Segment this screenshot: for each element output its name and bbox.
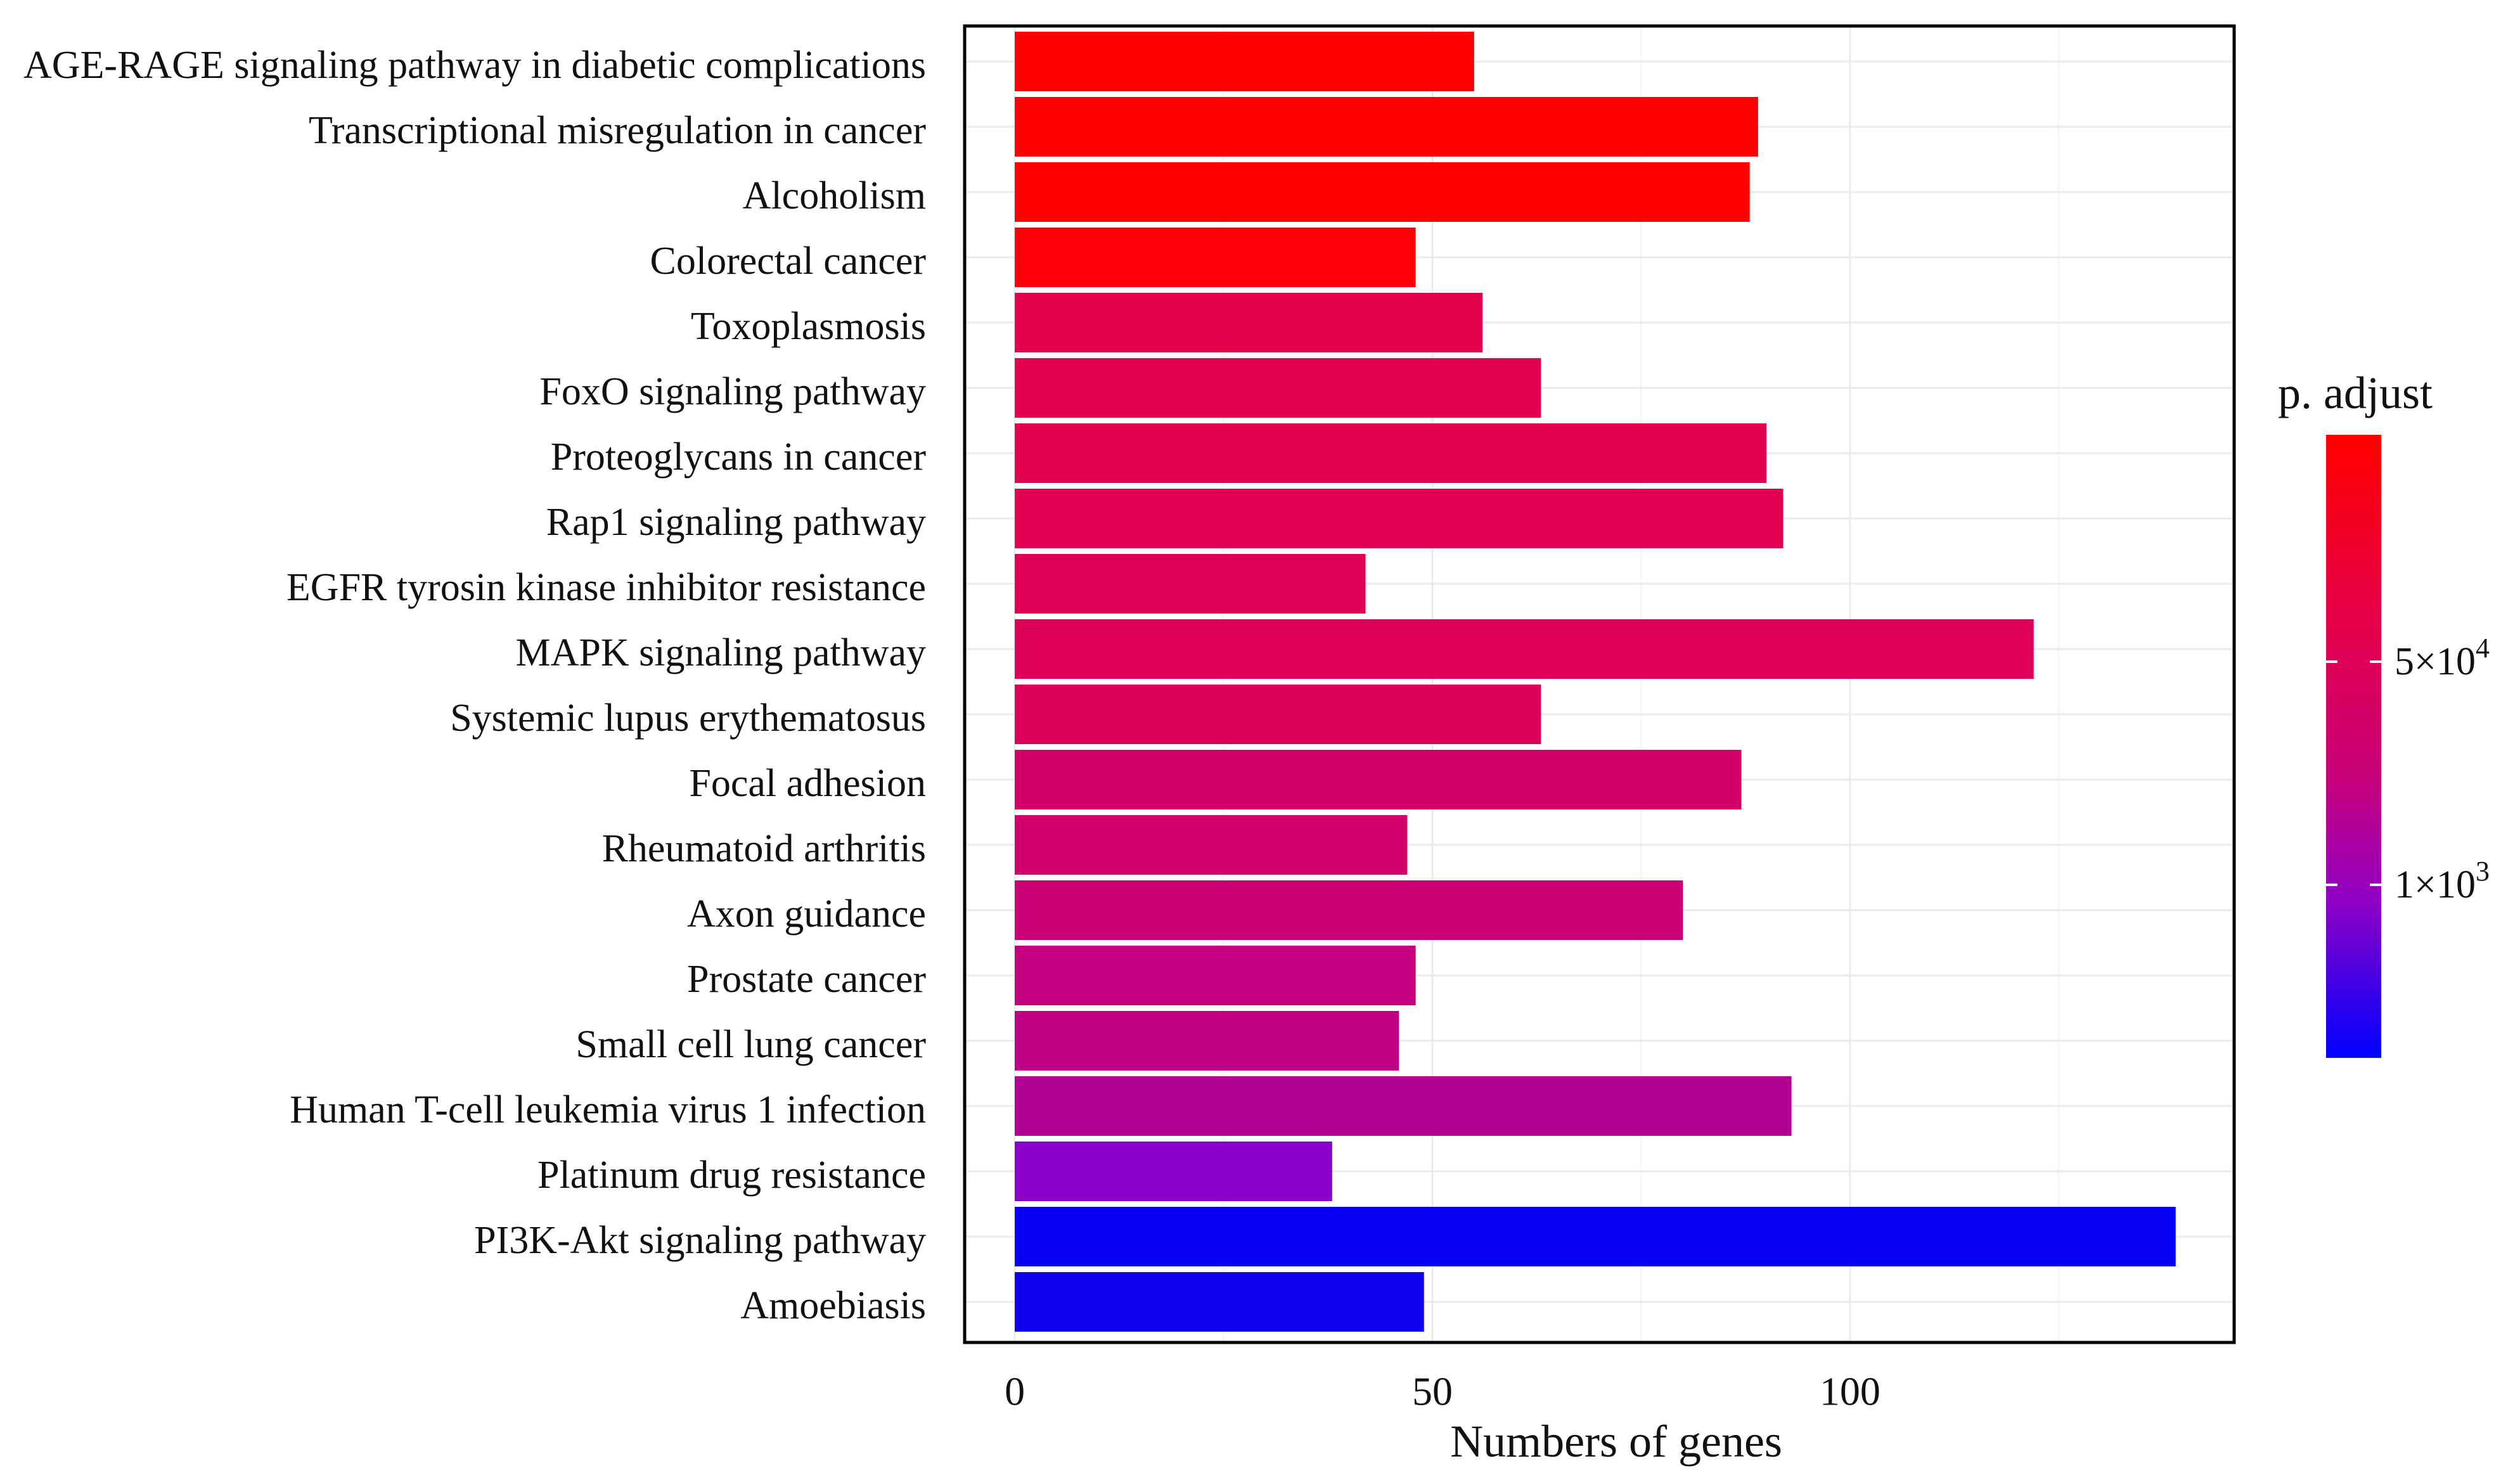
legend-title: p. adjust [2278,368,2433,418]
y-tick-label-pi3k-akt-signaling-pathway: PI3K-Akt signaling pathway [474,1219,926,1262]
bar-pi3k-akt-signaling-pathway [1015,1207,2176,1266]
bar-rheumatoid-arthritis [1015,815,1408,875]
bar-prostate-cancer [1015,946,1416,1005]
x-tick-label: 100 [1820,1369,1880,1414]
y-tick-label-systemic-lupus-erythematosus: Systemic lupus erythematosus [450,697,926,740]
bar-foxo-signaling-pathway [1015,358,1541,418]
bar-axon-guidance [1015,880,1683,940]
y-tick-label-alcoholism: Alcoholism [743,174,926,217]
y-tick-label-human-t-cell-leukemia-virus-1-infection: Human T-cell leukemia virus 1 infection [290,1088,926,1131]
bar-proteoglycans-in-cancer [1015,423,1767,483]
bar-rap1-signaling-pathway [1015,489,1784,548]
x-tick-label: 0 [1005,1369,1025,1414]
legend-tick-base: 5×10 [2395,640,2476,683]
y-tick-label-colorectal-cancer: Colorectal cancer [650,240,927,283]
y-tick-label-age-rage-signaling-pathway-in-diabetic-complications: AGE-RAGE signaling pathway in diabetic c… [23,44,926,87]
y-tick-label-platinum-drug-resistance: Platinum drug resistance [537,1154,926,1197]
y-tick-label-rheumatoid-arthritis: Rheumatoid arthritis [602,827,926,870]
y-tick-label-prostate-cancer: Prostate cancer [687,958,926,1001]
y-tick-label-egfr-tyrosin-kinase-inhibitor-resistance: EGFR tyrosin kinase inhibitor resistance [286,566,926,609]
bar-mapk-signaling-pathway [1015,619,2034,679]
legend-colorbar [2326,435,2381,1058]
y-tick-label-axon-guidance: Axon guidance [687,892,926,936]
bar-amoebiasis [1015,1272,1424,1332]
bar-egfr-tyrosin-kinase-inhibitor-resistance [1015,554,1366,614]
y-axis-labels: AGE-RAGE signaling pathway in diabetic c… [23,44,926,1327]
bar-focal-adhesion [1015,750,1742,809]
bar-small-cell-lung-cancer [1015,1011,1399,1071]
y-tick-label-foxo-signaling-pathway: FoxO signaling pathway [539,370,926,413]
legend-tick-base: 1×10 [2395,863,2476,906]
bar-toxoplasmosis [1015,293,1483,352]
y-tick-label-small-cell-lung-cancer: Small cell lung cancer [575,1023,926,1066]
y-tick-label-rap1-signaling-pathway: Rap1 signaling pathway [546,501,926,544]
bar-age-rage-signaling-pathway-in-diabetic-complications [1015,32,1474,91]
y-tick-label-focal-adhesion: Focal adhesion [689,762,926,805]
x-axis-labels: 0 50 100 [1005,1369,1880,1414]
bar-transcriptional-misregulation-in-cancer [1015,97,1758,157]
bar-systemic-lupus-erythematosus [1015,685,1541,744]
bar-alcoholism [1015,162,1750,222]
y-tick-label-amoebiasis: Amoebiasis [740,1284,926,1327]
y-tick-label-mapk-signaling-pathway: MAPK signaling pathway [515,631,926,674]
x-tick-label: 50 [1412,1369,1453,1414]
y-tick-label-transcriptional-misregulation-in-cancer: Transcriptional misregulation in cancer [309,109,926,152]
legend-tick-exponent: 3 [2476,856,2490,887]
bars [1015,32,2176,1332]
bar-platinum-drug-resistance [1015,1142,1332,1201]
legend-tick-exponent: 4 [2476,633,2490,664]
bar-colorectal-cancer [1015,228,1416,287]
legend-tick-label: 1×103 [2395,856,2490,907]
x-axis-title: Numbers of genes [1450,1416,1782,1467]
y-tick-label-toxoplasmosis: Toxoplasmosis [691,305,926,348]
plot-panel-border [963,24,2236,1344]
legend: p. adjust 5×104 1×103 [2278,368,2490,1058]
y-tick-label-proteoglycans-in-cancer: Proteoglycans in cancer [551,435,927,479]
bar-human-t-cell-leukemia-virus-1-infection [1015,1076,1792,1136]
legend-tick-label: 5×104 [2395,633,2490,684]
